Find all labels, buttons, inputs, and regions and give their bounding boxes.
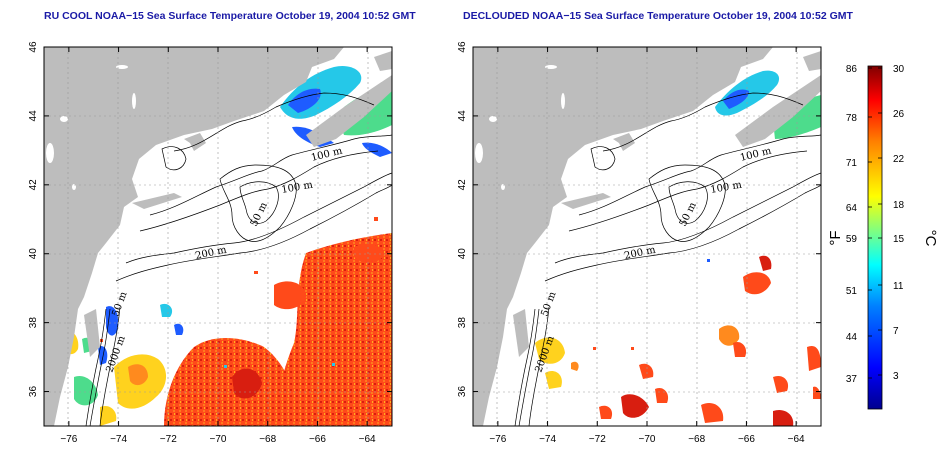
- right-lat-label: 44: [457, 110, 468, 122]
- left-lat-label: 36: [28, 386, 39, 398]
- left-lon-label: −70: [210, 434, 227, 445]
- colorbar-f-tick-label: 59: [846, 234, 858, 245]
- left-lat-label: 46: [28, 41, 39, 53]
- colorbar-f-tick-label: 71: [846, 158, 858, 169]
- right-lon-label: −72: [589, 434, 606, 445]
- right-sst-overlay: [493, 70, 821, 426]
- left-lon-label: −76: [60, 434, 77, 445]
- left-lon-label: −68: [259, 434, 276, 445]
- colorbar-c-tick-label: 11: [893, 281, 904, 292]
- right-lon-label: −70: [639, 434, 656, 445]
- colorbar-c-tick-label: 18: [893, 200, 905, 211]
- colorbar-f-tick-label: 37: [846, 374, 858, 385]
- right-lon-label: −76: [489, 434, 506, 445]
- right-lon-label: −64: [788, 434, 805, 445]
- colorbar-f-tick-label: 44: [846, 332, 858, 343]
- celsius-unit-label: °C: [922, 230, 939, 247]
- colorbar-f-tick-label: 86: [846, 64, 858, 75]
- left-map-title: RU COOL NOAA−15 Sea Surface Temperature …: [44, 10, 416, 22]
- fahrenheit-unit-label: °F: [827, 230, 844, 245]
- colorbar-f-tick-label: 64: [846, 203, 858, 214]
- colorbar-f-tick-label: 51: [846, 286, 858, 297]
- left-sst-overlay: [64, 65, 392, 426]
- colorbar-f-tick-label: 78: [846, 113, 858, 124]
- colorbar-c-tick-label: 15: [893, 234, 905, 245]
- right-lat-label: 38: [457, 317, 468, 329]
- right-lat-label: 42: [457, 179, 468, 191]
- left-lon-label: −66: [309, 434, 326, 445]
- right-map-title: DECLOUDED NOAA−15 Sea Surface Temperatur…: [463, 10, 853, 22]
- left-lat-label: 38: [28, 317, 39, 329]
- left-lat-label: 42: [28, 179, 39, 191]
- colorbar-c-tick-label: 7: [893, 326, 899, 337]
- colorbar-c-tick-label: 30: [893, 64, 905, 75]
- right-lat-label: 36: [457, 386, 468, 398]
- right-lon-label: −68: [688, 434, 705, 445]
- right-lon-label: −66: [738, 434, 755, 445]
- colorbar-gradient: [867, 65, 883, 410]
- left-lat-label: 40: [28, 248, 39, 260]
- left-lon-label: −72: [160, 434, 177, 445]
- right-lat-label: 40: [457, 248, 468, 260]
- left-lon-label: −74: [110, 434, 127, 445]
- colorbar-c-tick-label: 3: [893, 371, 899, 382]
- temperature-colorbar: 86 78 71 64 59 51 44 37 30 26 22 18 15 11 7 3 °F °C: [827, 64, 939, 410]
- right-map-panel: 100 m 100 m 50 m 200 m 50 m 2000 m −76 −7…: [457, 41, 822, 445]
- right-lat-label: 46: [457, 41, 468, 53]
- left-lon-label: −64: [359, 434, 376, 445]
- colorbar-c-tick-label: 22: [893, 154, 905, 165]
- left-lat-label: 44: [28, 110, 39, 122]
- right-lon-label: −74: [539, 434, 556, 445]
- left-map-panel: 100 m 100 m 50 m 200 m 50 m 2000 m −76 −7…: [28, 41, 393, 445]
- colorbar-c-tick-label: 26: [893, 109, 905, 120]
